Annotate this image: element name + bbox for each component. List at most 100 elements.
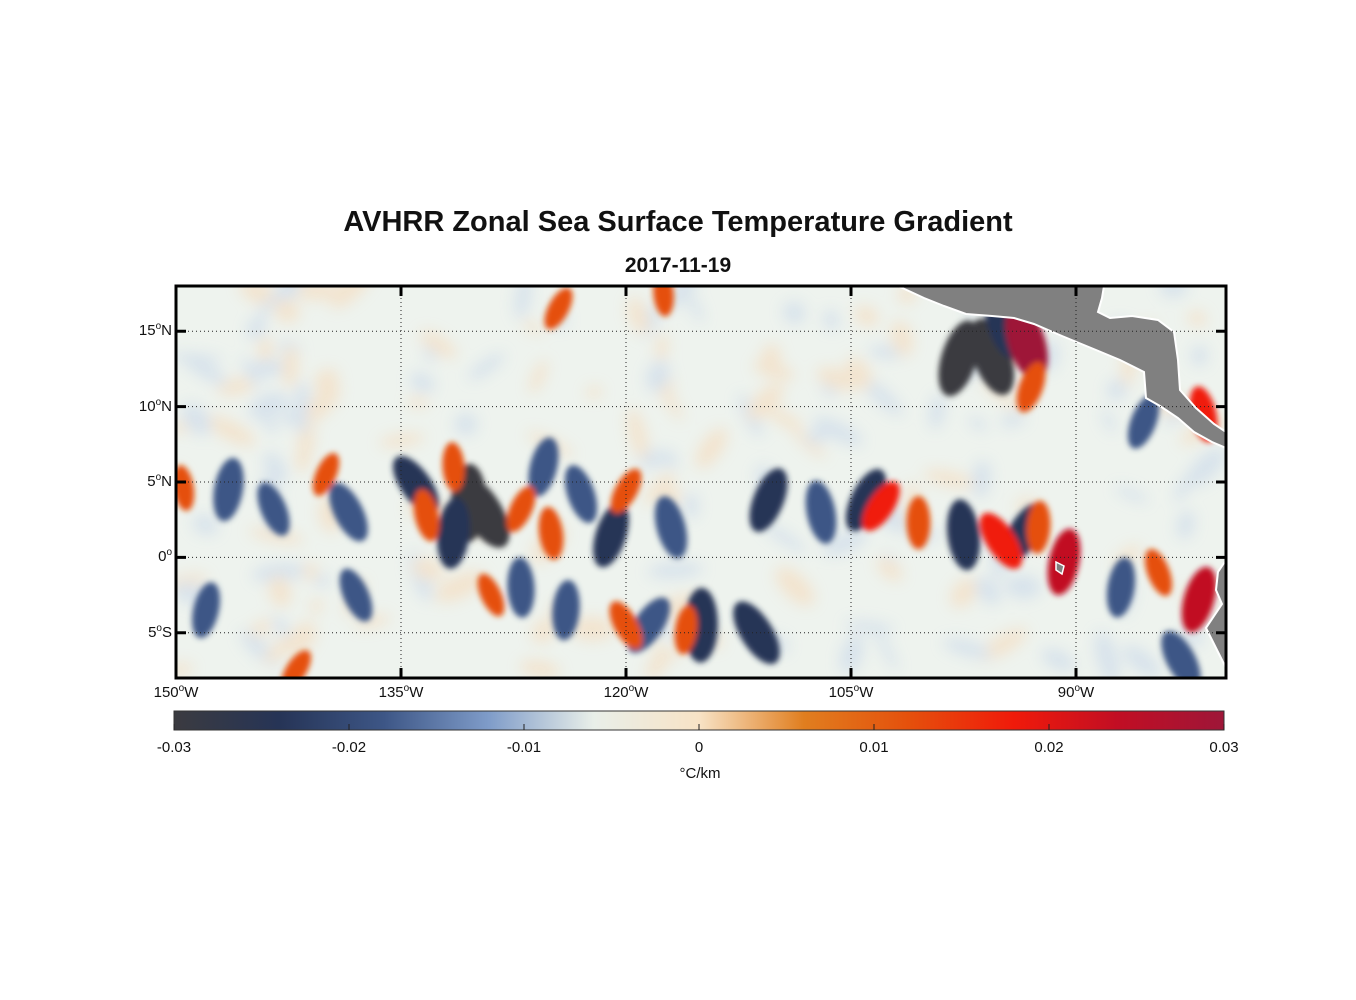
coastal-warm bbox=[1181, 566, 1217, 633]
texture-blob bbox=[656, 380, 683, 421]
colorbar-tick-label: 0.01 bbox=[859, 739, 889, 756]
warm-patch bbox=[312, 453, 340, 496]
texture-blob bbox=[655, 333, 668, 362]
warm-band bbox=[862, 481, 900, 531]
warm-patch bbox=[1144, 548, 1173, 596]
texture-blob bbox=[854, 305, 879, 327]
colorbar-unit-label: °C/km bbox=[679, 765, 721, 782]
texture-blob bbox=[1191, 345, 1208, 366]
texture-blob bbox=[263, 630, 304, 664]
cold-patch bbox=[1106, 557, 1136, 618]
texture-blob bbox=[877, 557, 903, 581]
axis-ticks bbox=[174, 286, 1226, 678]
texture-blob bbox=[775, 567, 815, 606]
texture-blob bbox=[783, 301, 806, 324]
texture-blob bbox=[627, 408, 648, 460]
texture-blob bbox=[767, 408, 803, 430]
texture-blob bbox=[792, 429, 826, 458]
cold-filament bbox=[329, 482, 368, 542]
warm-streak bbox=[477, 573, 505, 617]
texture-blob bbox=[950, 577, 978, 608]
warm-band bbox=[906, 496, 931, 550]
texture-blob bbox=[310, 598, 323, 614]
texture-blob bbox=[685, 290, 704, 323]
cold-core bbox=[457, 476, 510, 548]
cold-band bbox=[654, 496, 688, 559]
texture-blob bbox=[282, 345, 299, 388]
texture-blob bbox=[306, 384, 340, 421]
texture-blob bbox=[293, 381, 311, 434]
tehuantepec-warm-tail bbox=[1016, 361, 1046, 413]
lon-label-105W: 105oW bbox=[828, 683, 874, 701]
texture-blob bbox=[1094, 631, 1120, 678]
tehuantepec-cold-arc bbox=[938, 320, 980, 397]
texture-blob bbox=[434, 570, 486, 603]
texture-blob bbox=[654, 640, 664, 660]
cold-filament bbox=[437, 497, 470, 569]
texture-blob bbox=[1187, 310, 1207, 327]
colorbar-tick-label: -0.02 bbox=[331, 739, 367, 756]
map-frame bbox=[174, 284, 1228, 680]
texture-blob bbox=[747, 383, 784, 420]
texture-blob bbox=[180, 353, 228, 386]
texture-blob bbox=[860, 376, 903, 416]
texture-blob bbox=[659, 449, 678, 468]
warm-band bbox=[979, 512, 1023, 569]
cold-patch bbox=[1161, 630, 1201, 678]
texture-blob bbox=[262, 414, 277, 434]
colorbar-tick-label: 0.03 bbox=[1209, 739, 1239, 756]
cold-patch bbox=[1127, 394, 1160, 449]
texture-blob bbox=[570, 616, 615, 641]
warm-filament bbox=[413, 489, 440, 542]
texture-blob bbox=[409, 372, 435, 393]
texture-blob bbox=[301, 563, 319, 581]
texture-blob bbox=[205, 415, 256, 446]
texture-blob bbox=[288, 622, 316, 655]
texture-blob bbox=[258, 336, 273, 363]
warm-patch bbox=[653, 286, 674, 317]
cold-patch bbox=[528, 437, 559, 497]
colorbar-tick-label: -0.03 bbox=[156, 739, 192, 756]
texture-blob bbox=[181, 403, 212, 436]
texture-blob bbox=[924, 469, 975, 488]
land-layer bbox=[897, 286, 1226, 669]
texture-blob bbox=[246, 318, 266, 340]
texture-blob bbox=[274, 298, 300, 323]
cold-patch bbox=[564, 465, 598, 523]
texture-blob bbox=[454, 413, 478, 436]
land-galapagos bbox=[1055, 560, 1065, 576]
texture-blob bbox=[514, 286, 532, 320]
texture-blob bbox=[192, 514, 219, 535]
texture-blob bbox=[975, 577, 1001, 605]
texture-blob bbox=[531, 619, 556, 644]
warm-band bbox=[1026, 500, 1051, 554]
land-south-america bbox=[1204, 558, 1226, 669]
texture-blob bbox=[813, 417, 863, 446]
cold-filament bbox=[213, 457, 244, 522]
texture-blob bbox=[1041, 648, 1075, 672]
warm-patch bbox=[281, 650, 311, 678]
texture-blob bbox=[806, 429, 828, 444]
lon-label-90W: 90oW bbox=[1057, 683, 1095, 701]
cold-band bbox=[946, 499, 981, 571]
cold-filament bbox=[257, 482, 290, 536]
texture-blob bbox=[1101, 409, 1116, 433]
warm-patch bbox=[544, 287, 573, 330]
gradient-features bbox=[176, 286, 1218, 678]
texture-blob bbox=[252, 563, 306, 583]
texture-blob bbox=[844, 620, 894, 633]
texture-blob bbox=[249, 527, 304, 544]
texture-blob bbox=[665, 286, 699, 310]
texture-blob bbox=[875, 629, 899, 671]
texture-blob bbox=[845, 357, 872, 390]
texture-blob bbox=[890, 320, 913, 357]
warm-patch bbox=[176, 465, 195, 511]
warm-patch bbox=[538, 506, 564, 560]
texture-blob bbox=[585, 386, 602, 399]
colorbar bbox=[173, 710, 1225, 731]
texture-blob bbox=[761, 522, 807, 553]
texture-blob bbox=[695, 428, 728, 469]
texture-blob bbox=[646, 360, 670, 393]
